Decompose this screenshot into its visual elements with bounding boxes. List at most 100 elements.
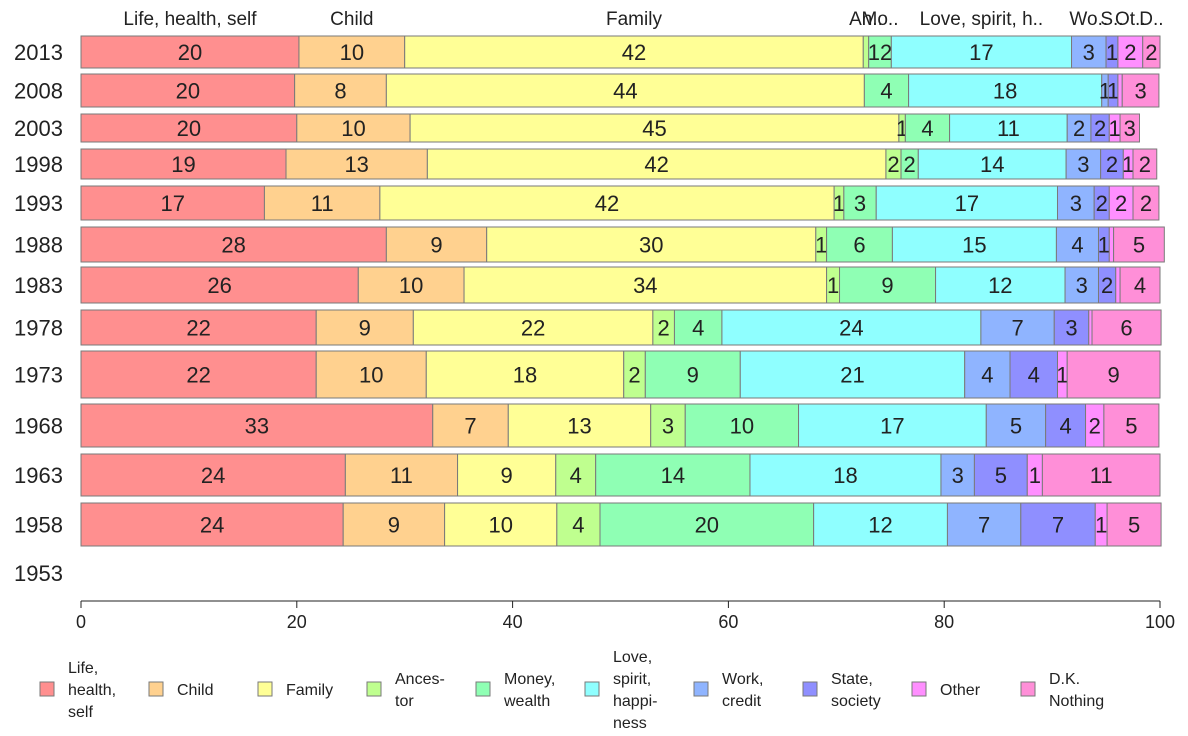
data-label-1998-series-1: 19 [171, 152, 195, 177]
data-label-1993-series-1: 17 [160, 191, 184, 216]
legend-swatch-9 [911, 681, 927, 697]
data-label-1968-series-9: 2 [1089, 414, 1101, 439]
bar-1978-series-8 [1053, 309, 1090, 346]
legend-label-7: Work, credit [722, 671, 763, 710]
bar-1988-series-1 [80, 226, 387, 263]
data-label-1968-series-3: 13 [567, 414, 591, 439]
data-label-1963-series-9: 1 [1029, 463, 1041, 488]
bar-1998-series-7 [1065, 148, 1102, 180]
data-label-2013-series-3: 42 [622, 40, 646, 65]
bar-1978-series-6 [721, 309, 982, 346]
data-label-1993-series-7: 3 [1070, 191, 1082, 216]
data-label-1998-series-10: 2 [1139, 152, 1151, 177]
data-label-2003-series-10: 3 [1124, 116, 1136, 141]
year-label-1958: 1958 [14, 513, 63, 538]
data-label-2008-series-2: 8 [334, 79, 346, 104]
bar-1963-series-1 [80, 453, 346, 497]
data-label-2003-series-8: 2 [1094, 116, 1106, 141]
data-label-1968-series-10: 5 [1125, 414, 1137, 439]
year-label-2003: 2003 [14, 116, 63, 141]
data-label-1998-series-6: 14 [980, 152, 1004, 177]
bar-2013-series-9 [1117, 35, 1144, 69]
data-label-1958-series-3: 10 [488, 513, 512, 538]
bars-area: 20 10 42 12 17 3 1 2 220 8 44 4 18 11 320 10 45 1 4 11 2 2 1 31… [80, 35, 1165, 547]
data-label-1993-series-3: 42 [595, 191, 619, 216]
data-label-2013-series-2: 10 [340, 40, 364, 65]
bar-1978-series-5 [673, 309, 723, 346]
bar-1988-series-10 [1113, 226, 1165, 263]
year-label-1993: 1993 [14, 191, 63, 216]
data-label-1988-series-7: 4 [1071, 233, 1083, 258]
column-header-2: Child [330, 9, 373, 30]
data-label-1978-series-2: 9 [359, 316, 371, 341]
legend-label-8: State, society [831, 671, 881, 710]
bar-1988-series-3 [486, 226, 817, 263]
bar-2008-series-5 [863, 73, 910, 108]
data-label-2003-series-6: 11 [997, 116, 1020, 141]
bar-1993-series-1 [80, 185, 265, 221]
x-tick-label-40: 40 [503, 612, 523, 632]
legend-label-10: D.K. Nothing [1049, 671, 1104, 710]
bar-1958-series-10 [1106, 502, 1162, 547]
data-label-1993-series-4: 1 [833, 191, 845, 216]
data-label-1968-series-4: 3 [662, 414, 674, 439]
data-label-1978-series-5: 4 [692, 316, 704, 341]
data-label-1963-series-10: 11 [1090, 463, 1113, 488]
bar-1978-series-3 [412, 309, 654, 346]
column-header-6: Love, spirit, h.. [920, 9, 1044, 30]
x-tick-label-80: 80 [934, 612, 954, 632]
data-label-2008-series-1: 20 [176, 79, 200, 104]
bar-2013-series-10 [1142, 35, 1161, 69]
bar-1963-series-7 [940, 453, 975, 497]
bar-1998-series-1 [80, 148, 287, 180]
bar-1958-series-1 [80, 502, 344, 547]
data-label-1963-series-8: 5 [995, 463, 1007, 488]
data-label-2003-series-2: 10 [341, 116, 365, 141]
data-label-1968-series-2: 7 [464, 414, 476, 439]
data-label-1983-series-2: 10 [399, 273, 423, 298]
bar-1958-series-5 [599, 502, 815, 547]
bar-1973-series-8 [1009, 350, 1058, 399]
data-label-2003-series-1: 20 [177, 116, 201, 141]
bar-1983-series-3 [463, 266, 828, 304]
data-label-1963-series-1: 24 [201, 463, 225, 488]
bar-1973-series-10 [1066, 350, 1161, 399]
legend-swatch-2 [148, 681, 164, 697]
data-label-1978-series-3: 22 [521, 316, 545, 341]
column-header-1: Life, health, self [123, 9, 257, 30]
bar-1983-series-10 [1119, 266, 1161, 304]
bar-1983-series-5 [839, 266, 937, 304]
data-label-2013-series-9: 2 [1124, 40, 1136, 65]
data-label-1973-series-9: 1 [1056, 363, 1068, 388]
data-label-1968-series-1: 33 [245, 414, 269, 439]
column-header-9: Ot.. [1115, 9, 1146, 30]
data-label-1983-series-5: 9 [881, 273, 893, 298]
bar-1968-series-1 [80, 403, 434, 448]
bar-1998-series-3 [426, 148, 887, 180]
bar-1993-series-5 [843, 185, 877, 221]
data-label-1973-series-8: 4 [1028, 363, 1040, 388]
data-label-2013-series-6: 17 [969, 40, 993, 65]
bar-1983-series-9 [1115, 266, 1121, 304]
data-label-1973-series-1: 22 [186, 363, 210, 388]
data-label-1998-series-2: 13 [344, 152, 368, 177]
bar-1968-series-5 [684, 403, 800, 448]
bar-2013-series-2 [298, 35, 406, 69]
data-label-2013-series-8: 1 [1106, 40, 1118, 65]
bar-2008-series-3 [385, 73, 865, 108]
data-label-1958-series-9: 1 [1095, 513, 1107, 538]
data-label-1973-series-4: 2 [628, 363, 640, 388]
bar-1988-series-5 [826, 226, 893, 263]
legend-label-2: Child [177, 682, 213, 699]
bar-1968-series-8 [1045, 403, 1087, 448]
x-tick-label-60: 60 [718, 612, 738, 632]
x-tick-label-100: 100 [1145, 612, 1175, 632]
data-label-1983-series-1: 26 [207, 273, 231, 298]
bar-1998-series-10 [1132, 148, 1158, 180]
column-header-10: D.. [1139, 9, 1163, 30]
data-label-1978-series-6: 24 [839, 316, 863, 341]
data-label-1973-series-3: 18 [513, 363, 537, 388]
column-header-7: Wo.. [1069, 9, 1108, 30]
data-label-1983-series-3: 34 [633, 273, 657, 298]
data-label-1983-series-8: 2 [1101, 273, 1113, 298]
